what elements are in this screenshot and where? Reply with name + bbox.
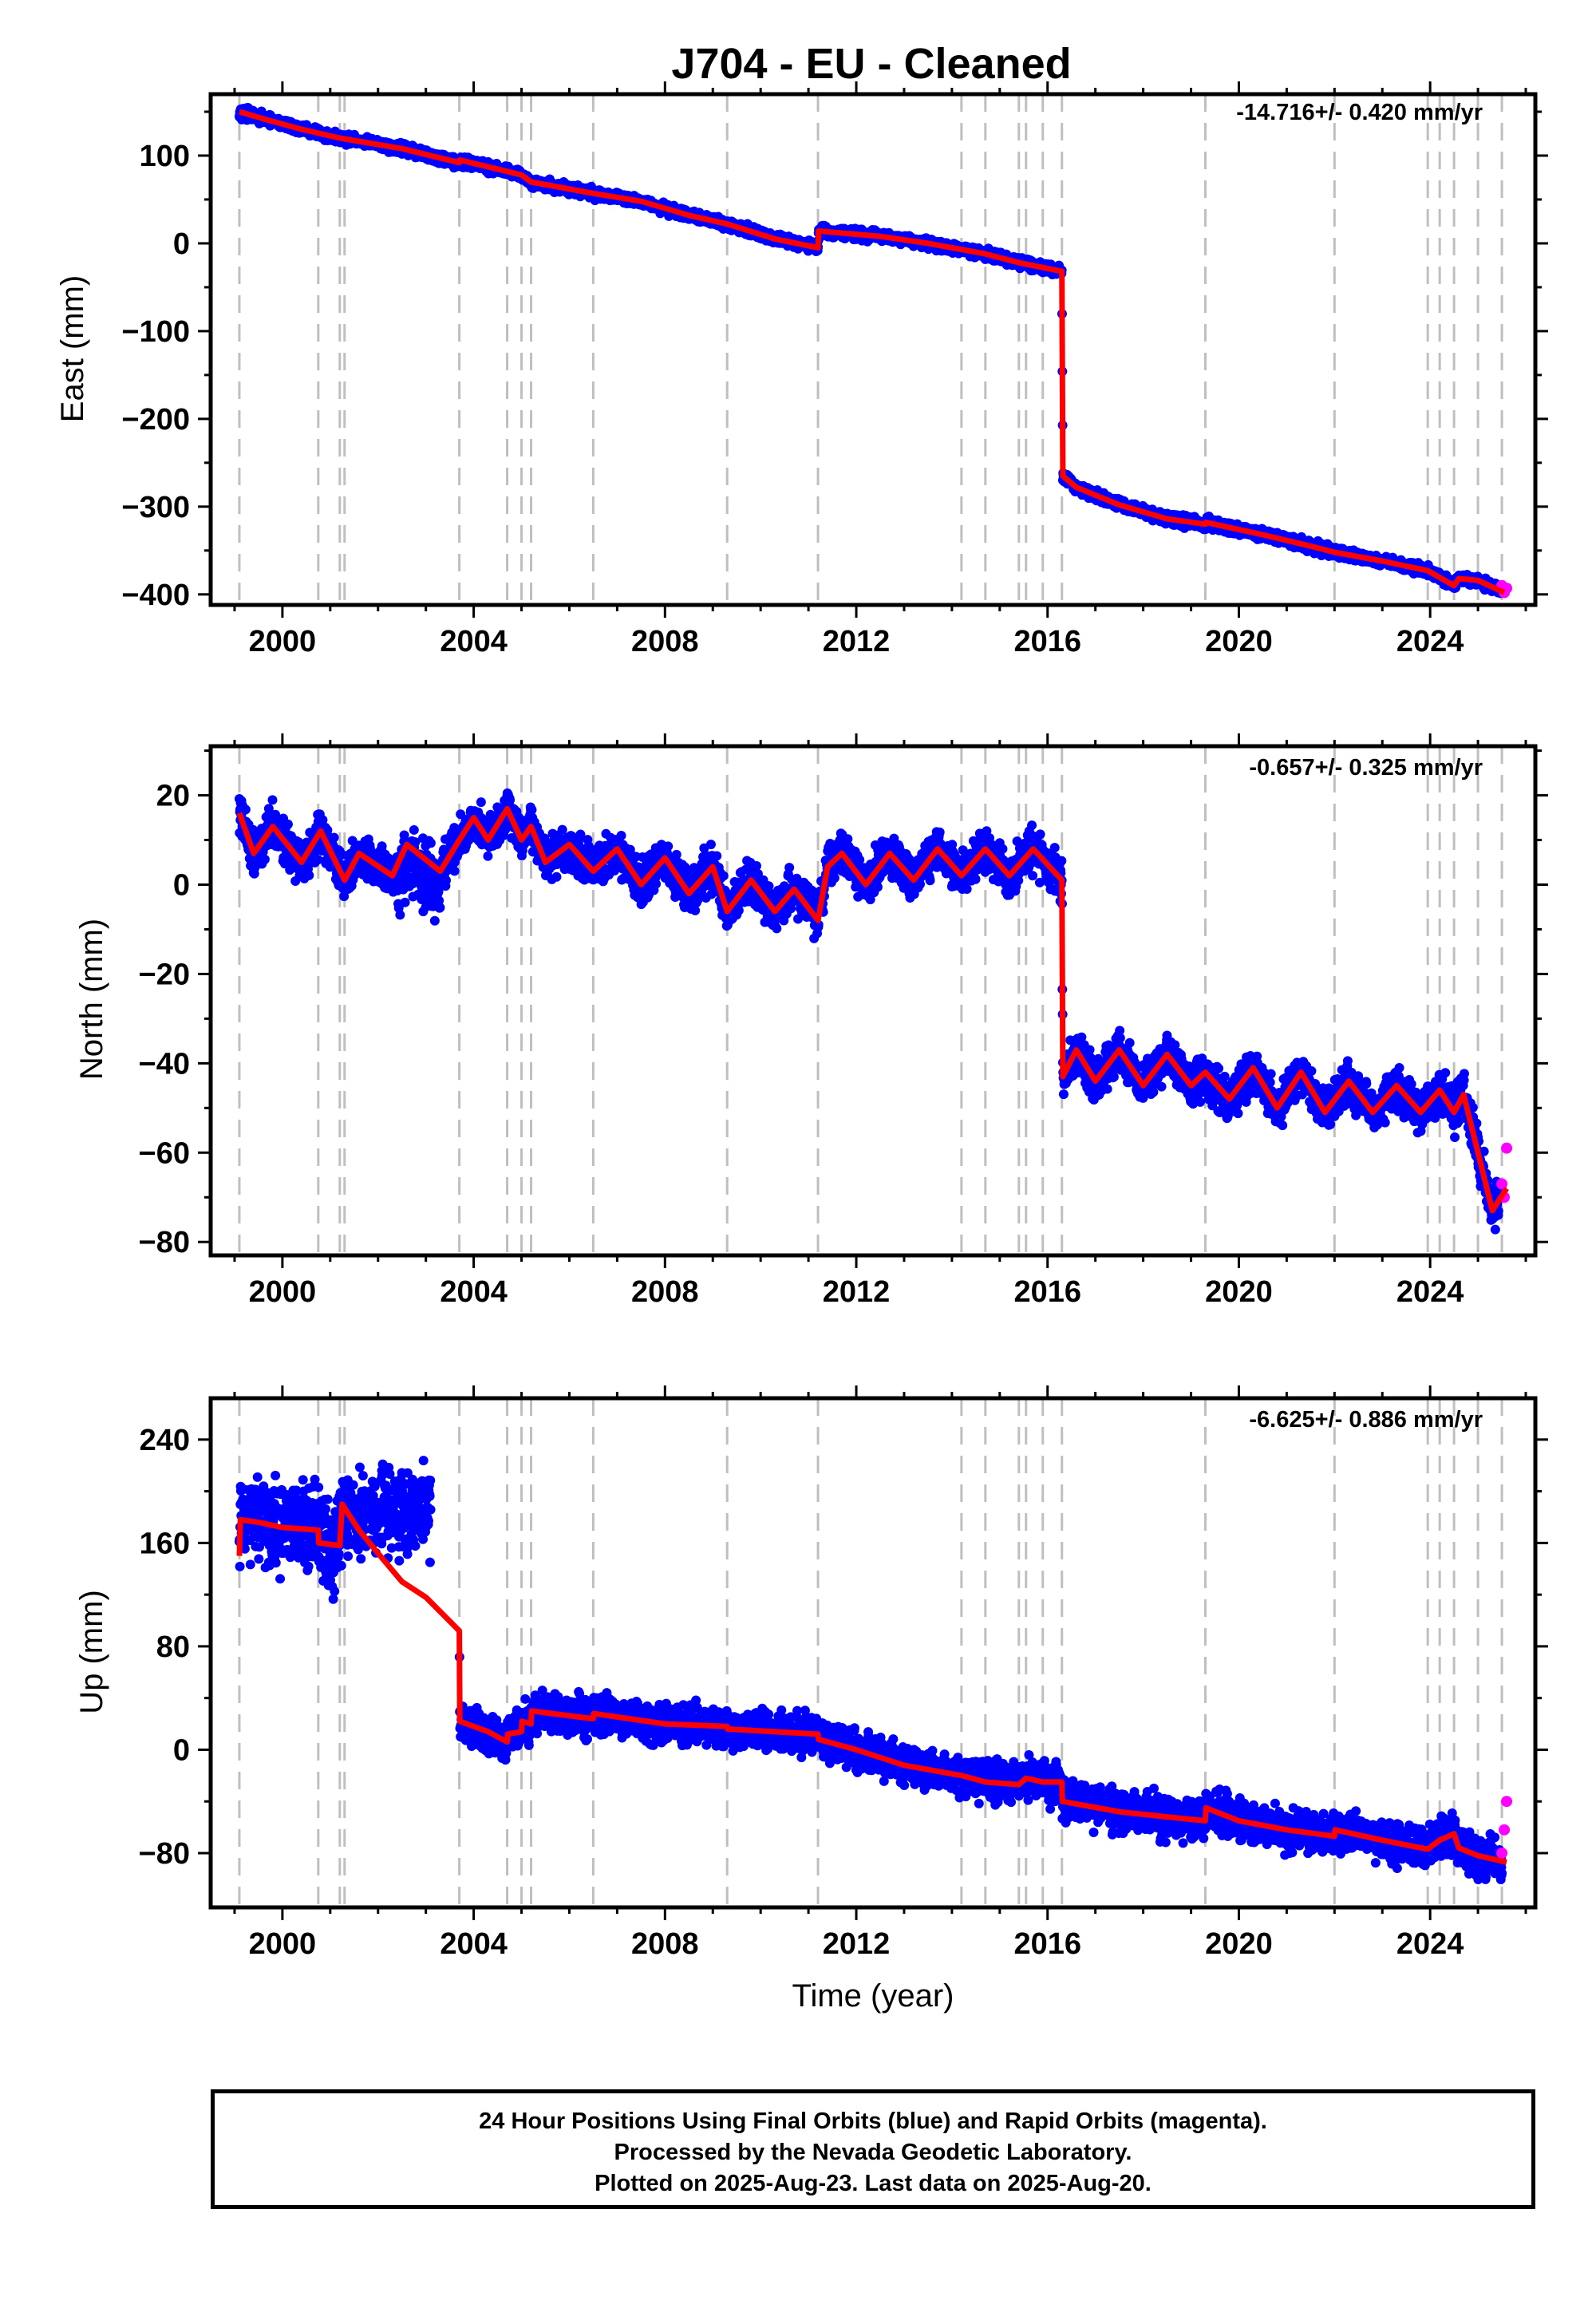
east-plot-area (234, 94, 1513, 605)
north-event-lines (238, 746, 1503, 1255)
east-y-tick-label: 100 (140, 140, 190, 173)
east-y-tick-label: −100 (121, 315, 190, 349)
east-x-tick-label: 2000 (249, 625, 317, 658)
east-y-tick-label: −400 (121, 579, 190, 612)
figure-title: J704 - EU - Cleaned (671, 40, 1071, 88)
east-y-tick-label: 0 (173, 227, 190, 261)
north-ylabel: North (mm) (74, 919, 109, 1080)
east-x-tick-label: 2020 (1205, 625, 1273, 658)
east-y-tick-label: −300 (121, 491, 190, 524)
east-frame (208, 92, 1538, 607)
north-final-orbit-points (234, 788, 1507, 1235)
north-data-point (240, 804, 251, 815)
panel-north: North (mm) 2000 2004 2008 2012 2016 2020 2024−… (74, 733, 1548, 1309)
east-final-orbit-points (234, 102, 1507, 599)
north-plot-area (234, 746, 1513, 1255)
east-ylabel: East (mm) (55, 275, 90, 422)
east-x-tick-label: 2016 (1013, 625, 1081, 658)
east-rate-label: -14.716+/- 0.420 mm/yr (1236, 100, 1483, 125)
east-x-tick-label: 2008 (631, 625, 699, 658)
east-event-lines (238, 94, 1503, 605)
panel-east: East (mm) 2000 2004 2008 2012 2016 2020 2024 −4… (55, 81, 1548, 658)
east-x-tick-label: 2012 (823, 625, 891, 658)
east-x-tick-label: 2024 (1396, 625, 1464, 658)
east-y-tick-label: −200 (121, 403, 190, 437)
east-x-tick-label: 2004 (440, 625, 508, 658)
east-model-line (239, 109, 1506, 595)
